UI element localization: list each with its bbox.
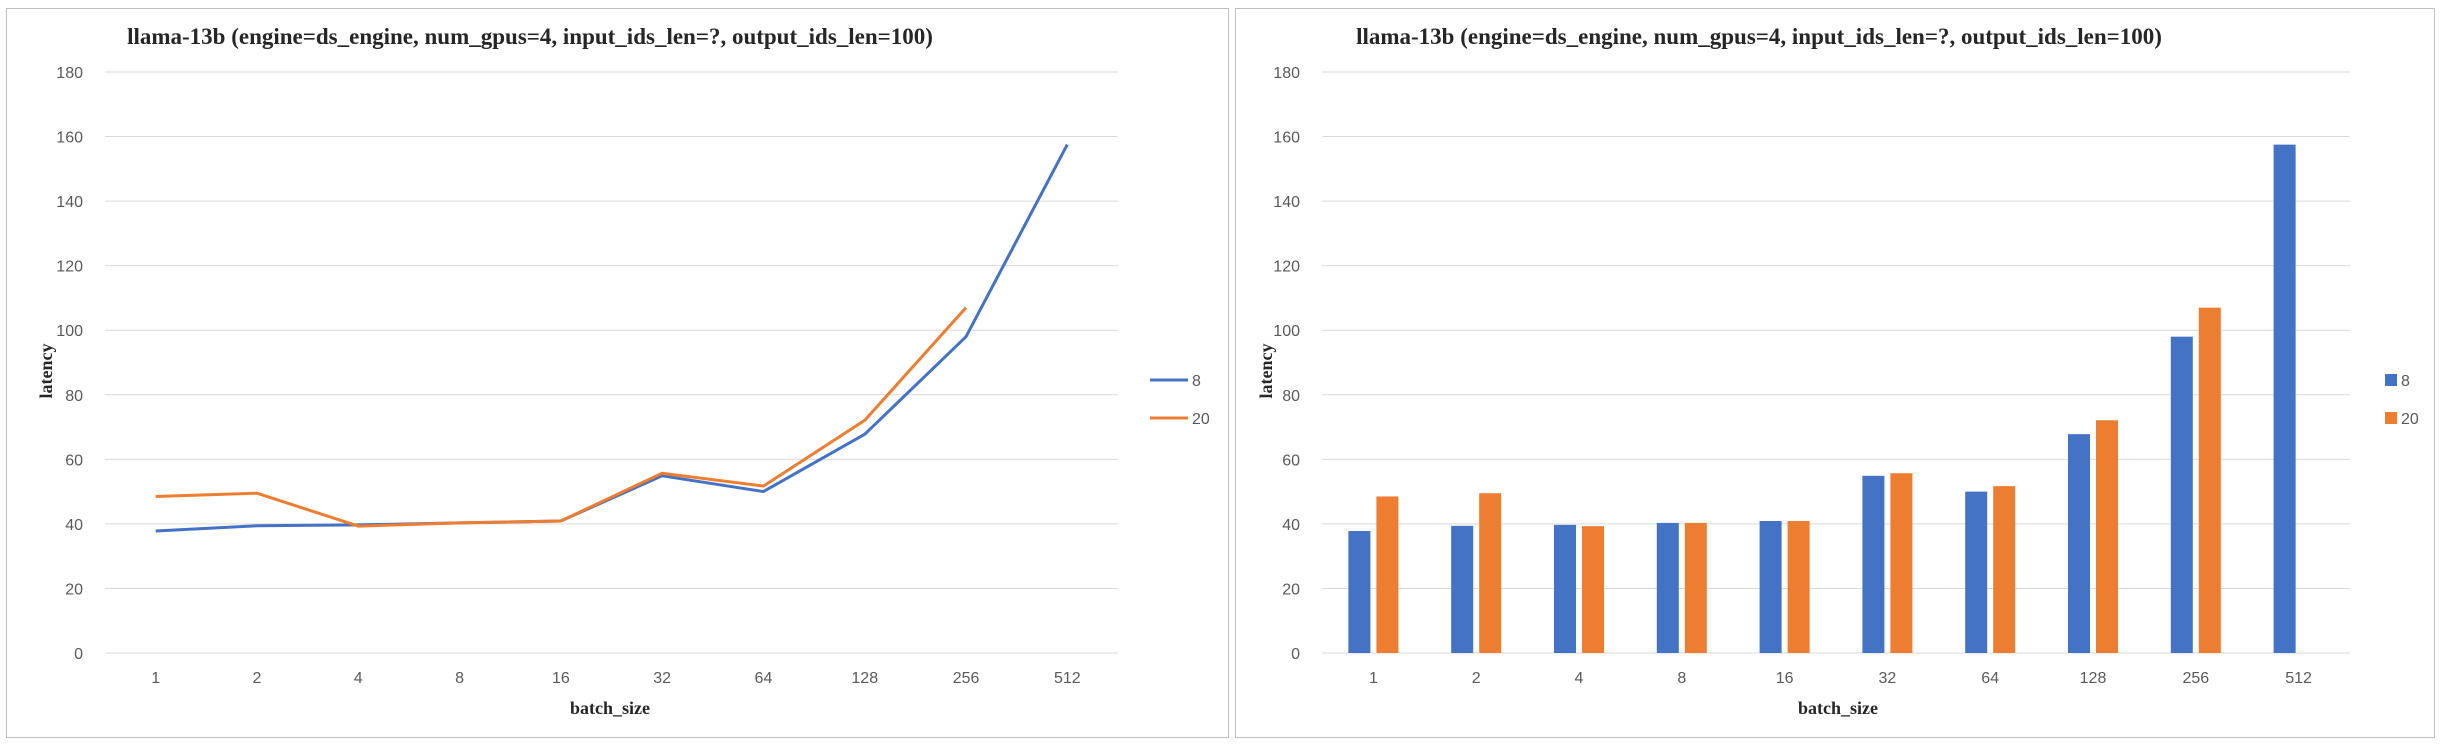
y-axis-label: latency — [1256, 344, 1276, 399]
series-line-8 — [155, 143, 1069, 533]
x-tick-label: 16 — [552, 670, 570, 687]
legend: 8 20 — [1150, 373, 1210, 428]
bar-20-2 — [1479, 493, 1502, 653]
y-gridlines — [105, 71, 1118, 654]
x-tick-label: 1 — [151, 670, 160, 687]
y-tick-labels: 0 20 40 60 80 100 120 140 160 180 — [1273, 65, 1300, 663]
y-tick-label: 40 — [65, 517, 83, 534]
x-tick-label: 1 — [1369, 670, 1378, 687]
legend-label: 20 — [2401, 411, 2419, 428]
y-tick-label: 120 — [1273, 259, 1300, 276]
y-tick-label: 180 — [1273, 65, 1300, 82]
bar-8-256 — [2170, 336, 2193, 653]
x-axis-label: batch_size — [1798, 698, 1878, 718]
bar-20-256 — [2198, 307, 2221, 653]
bar-20-32 — [1890, 473, 1913, 653]
x-tick-label: 128 — [851, 670, 878, 687]
x-tick-label: 512 — [1054, 670, 1081, 687]
bar-20-16 — [1787, 520, 1810, 653]
x-tick-label: 2 — [1472, 670, 1481, 687]
x-axis-label: batch_size — [570, 698, 650, 718]
legend-swatch — [2385, 412, 2397, 424]
bar-8-32 — [1862, 475, 1885, 653]
bar-20-4 — [1582, 526, 1604, 653]
bar-8-16 — [1759, 520, 1782, 653]
y-tick-label: 180 — [56, 65, 83, 82]
x-tick-labels: 1 2 4 8 16 32 64 128 256 512 — [1369, 670, 2312, 687]
line-chart-panel: llama-13b (engine=ds_engine, num_gpus=4,… — [6, 8, 1229, 738]
x-tick-label: 256 — [2182, 670, 2209, 687]
legend-label: 8 — [2401, 373, 2410, 390]
bar-8-4 — [1554, 524, 1576, 653]
x-tick-label: 32 — [653, 670, 671, 687]
bar-8-8 — [1656, 522, 1679, 653]
bar-20-128 — [2096, 420, 2118, 653]
y-tick-label: 140 — [1273, 194, 1300, 211]
legend: 8 20 — [2385, 373, 2419, 428]
y-tick-label: 140 — [56, 194, 83, 211]
x-tick-label: 256 — [953, 670, 980, 687]
bar-8-128 — [2068, 434, 2090, 653]
x-tick-label: 128 — [2080, 670, 2107, 687]
y-tick-label: 160 — [1273, 130, 1300, 147]
bar-8-2 — [1451, 525, 1474, 653]
series-line-20 — [155, 306, 968, 528]
chart-title: llama-13b (engine=ds_engine, num_gpus=4,… — [1356, 24, 2162, 49]
bar-20-1 — [1376, 496, 1399, 653]
bar-8-64 — [1965, 491, 1988, 653]
y-axis-label: latency — [36, 344, 56, 399]
bar-20-8 — [1684, 522, 1707, 653]
bar-20-64 — [1993, 486, 2016, 653]
x-tick-label: 2 — [252, 670, 261, 687]
y-tick-labels: 0 20 40 60 80 100 120 140 160 180 — [56, 65, 83, 663]
x-tick-label: 4 — [1575, 670, 1584, 687]
bar-8-1 — [1348, 530, 1371, 653]
y-gridlines — [1322, 71, 2350, 654]
x-tick-label: 32 — [1879, 670, 1897, 687]
y-tick-label: 120 — [56, 259, 83, 276]
y-tick-label: 160 — [56, 130, 83, 147]
x-tick-label: 8 — [455, 670, 464, 687]
y-tick-label: 80 — [1282, 388, 1300, 405]
bar-8-512 — [2273, 144, 2296, 653]
series-bars — [1348, 144, 2296, 653]
legend-label: 20 — [1192, 411, 1210, 428]
y-tick-label: 80 — [65, 388, 83, 405]
y-tick-label: 0 — [74, 646, 83, 663]
series-lines — [155, 143, 1069, 533]
y-tick-label: 40 — [1282, 517, 1300, 534]
y-tick-label: 60 — [65, 452, 83, 469]
legend-swatch — [2385, 374, 2397, 386]
x-tick-label: 16 — [1776, 670, 1794, 687]
y-tick-label: 20 — [1282, 581, 1300, 598]
x-tick-label: 4 — [354, 670, 363, 687]
y-tick-label: 100 — [1273, 323, 1300, 340]
line-chart: llama-13b (engine=ds_engine, num_gpus=4,… — [36, 24, 1210, 718]
x-tick-label: 8 — [1677, 670, 1686, 687]
chart-title: llama-13b (engine=ds_engine, num_gpus=4,… — [127, 24, 933, 49]
x-tick-labels: 1 2 4 8 16 32 64 128 256 512 — [151, 670, 1081, 687]
legend-label: 8 — [1192, 373, 1201, 390]
bar-chart: llama-13b (engine=ds_engine, num_gpus=4,… — [1256, 24, 2419, 718]
x-tick-label: 64 — [1981, 670, 1999, 687]
y-tick-label: 20 — [65, 581, 83, 598]
bar-chart-panel: llama-13b (engine=ds_engine, num_gpus=4,… — [1235, 8, 2435, 738]
x-tick-label: 512 — [2285, 670, 2312, 687]
y-tick-label: 60 — [1282, 452, 1300, 469]
y-tick-label: 100 — [56, 323, 83, 340]
x-tick-label: 64 — [755, 670, 773, 687]
y-tick-label: 0 — [1291, 646, 1300, 663]
